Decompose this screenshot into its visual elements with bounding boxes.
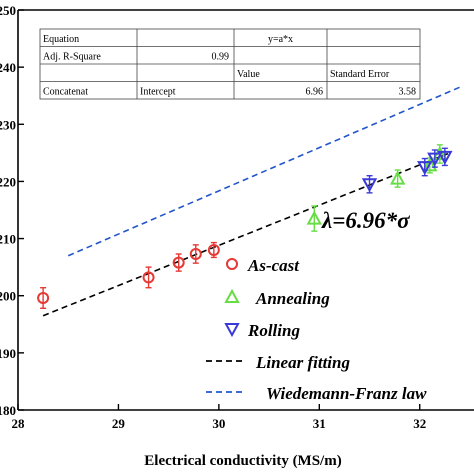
legend-label: As-cast xyxy=(247,256,300,275)
data-point xyxy=(224,323,240,338)
data-point xyxy=(437,150,453,165)
data-point xyxy=(207,244,220,256)
x-tick-label: 31 xyxy=(313,416,326,431)
data-point xyxy=(306,210,322,225)
formula-annotation: λ=6.96*σ xyxy=(321,208,410,233)
data-point xyxy=(427,152,443,167)
x-tick-label: 29 xyxy=(112,416,126,431)
data-point xyxy=(226,258,238,270)
data-point xyxy=(361,178,378,193)
table-cell: Adj. R-Square xyxy=(43,52,101,63)
y-tick-label: 240 xyxy=(0,60,16,75)
y-tick-label: 250 xyxy=(0,3,16,18)
legend-label: Linear fitting xyxy=(255,353,350,372)
plot-area xyxy=(17,9,474,411)
legend: As-cast Annealing Rolling Linear fitting Wie… xyxy=(206,256,427,403)
data-point xyxy=(224,288,240,303)
y-tick-label: 220 xyxy=(0,174,16,189)
series-line xyxy=(42,152,451,317)
table-cell: y=a*x xyxy=(268,34,293,45)
data-point xyxy=(189,248,202,260)
series-line xyxy=(67,86,461,257)
y-tick-label: 180 xyxy=(0,403,16,418)
table-cell: Value xyxy=(237,69,260,80)
legend-label: Annealing xyxy=(255,289,330,308)
data-points xyxy=(37,144,453,309)
data-point xyxy=(142,271,155,284)
y-tick-label: 200 xyxy=(0,289,16,304)
x-tick-label: 28 xyxy=(12,416,26,431)
table-cell: 6.96 xyxy=(306,87,324,98)
data-point xyxy=(172,256,185,269)
table-cell: 0.99 xyxy=(212,52,230,63)
x-axis-title: Electrical conductivity (MS/m) xyxy=(144,453,341,469)
data-point xyxy=(417,161,433,176)
fit-table: Equation y=a*x Adj. R-Square 0.99 Value Stand… xyxy=(39,28,421,100)
y-tick-label: 190 xyxy=(0,346,16,361)
data-point xyxy=(37,292,50,304)
data-point xyxy=(389,170,406,185)
y-tick-label: 230 xyxy=(0,117,16,132)
fit-lines xyxy=(42,86,461,317)
x-tick-label: 30 xyxy=(212,416,225,431)
legend-label: Rolling xyxy=(247,321,300,340)
table-cell: Standard Error xyxy=(330,69,390,80)
axis-ticks: 28 29 30 31 32 180 190 200 210 220 230 240 250 xyxy=(0,3,426,431)
x-tick-label: 32 xyxy=(413,416,426,431)
y-tick-label: 210 xyxy=(0,232,16,247)
table-cell: Intercept xyxy=(140,87,176,98)
legend-label: Wiedemann-Franz law xyxy=(266,384,427,403)
table-cell: Equation xyxy=(43,34,79,45)
table-cell: Concatenat xyxy=(43,87,88,98)
table-cell: 3.58 xyxy=(399,87,417,98)
data-point xyxy=(422,157,438,172)
